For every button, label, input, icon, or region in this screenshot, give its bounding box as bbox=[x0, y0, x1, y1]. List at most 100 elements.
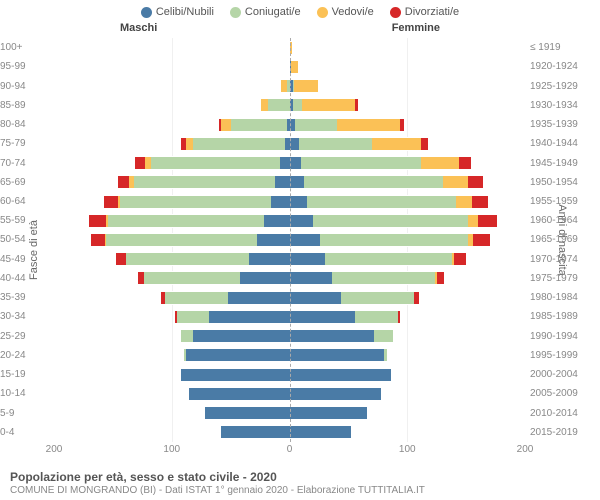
bar-segment bbox=[134, 175, 275, 189]
bar-segment bbox=[307, 195, 455, 209]
bar-segment bbox=[313, 214, 468, 228]
bar-segment bbox=[249, 252, 289, 266]
bar-segment bbox=[231, 118, 288, 132]
legend-swatch bbox=[141, 7, 152, 18]
bar-segment bbox=[209, 310, 289, 324]
legend-swatch bbox=[317, 7, 328, 18]
birth-year-label: 1975-1979 bbox=[530, 273, 600, 284]
bar-segment bbox=[221, 118, 230, 132]
bar-female bbox=[290, 137, 429, 151]
x-tick-label: 200 bbox=[517, 444, 534, 455]
birth-year-label: 1945-1949 bbox=[530, 158, 600, 169]
birth-year-label: 1950-1954 bbox=[530, 177, 600, 188]
bar-segment bbox=[301, 156, 421, 170]
bar-segment bbox=[91, 233, 105, 247]
age-label: 85-89 bbox=[0, 100, 50, 111]
bar-female bbox=[290, 98, 358, 112]
birth-year-label: 1930-1934 bbox=[530, 100, 600, 111]
age-label: 35-39 bbox=[0, 292, 50, 303]
bar-segment bbox=[144, 271, 241, 285]
bar-segment bbox=[151, 156, 281, 170]
legend-swatch bbox=[230, 7, 241, 18]
bar-male bbox=[181, 137, 289, 151]
birth-year-label: 2000-2004 bbox=[530, 369, 600, 380]
bar-segment bbox=[414, 291, 419, 305]
bar-male bbox=[138, 271, 290, 285]
x-axis: 2001000100200 bbox=[54, 444, 525, 458]
bar-segment bbox=[290, 233, 321, 247]
bar-segment bbox=[302, 98, 355, 112]
birth-year-label: 2010-2014 bbox=[530, 408, 600, 419]
bar-segment bbox=[468, 214, 477, 228]
bar-female bbox=[290, 387, 382, 401]
age-label: 30-34 bbox=[0, 311, 50, 322]
bar-female bbox=[290, 156, 471, 170]
birth-year-label: 1940-1944 bbox=[530, 138, 600, 149]
bar-segment bbox=[400, 118, 404, 132]
age-label: 55-59 bbox=[0, 215, 50, 226]
age-label: 10-14 bbox=[0, 388, 50, 399]
bar-female bbox=[290, 79, 318, 93]
bar-segment bbox=[454, 252, 466, 266]
center-axis bbox=[290, 38, 291, 442]
legend: Celibi/NubiliConiugati/eVedovi/eDivorzia… bbox=[0, 0, 600, 20]
birth-year-label: 1995-1999 bbox=[530, 350, 600, 361]
bar-segment bbox=[355, 310, 397, 324]
bar-segment bbox=[384, 348, 388, 362]
legend-label: Celibi/Nubili bbox=[156, 6, 214, 18]
bar-female bbox=[290, 233, 490, 247]
bar-segment bbox=[177, 310, 210, 324]
bar-male bbox=[103, 195, 289, 209]
bar-segment bbox=[437, 271, 444, 285]
bar-segment bbox=[189, 387, 289, 401]
legend-item: Divorziati/e bbox=[390, 6, 459, 18]
age-label: 90-94 bbox=[0, 81, 50, 92]
bar-segment bbox=[257, 233, 290, 247]
x-tick-label: 100 bbox=[163, 444, 180, 455]
bar-segment bbox=[275, 175, 289, 189]
bar-segment bbox=[193, 137, 285, 151]
bar-female bbox=[290, 348, 388, 362]
birth-year-label: 1925-1929 bbox=[530, 81, 600, 92]
bar-segment bbox=[290, 310, 356, 324]
bar-female bbox=[290, 60, 298, 74]
bar-segment bbox=[186, 348, 290, 362]
bar-segment bbox=[118, 175, 130, 189]
age-label: 20-24 bbox=[0, 350, 50, 361]
age-label: 75-79 bbox=[0, 138, 50, 149]
birth-year-label: 1920-1924 bbox=[530, 61, 600, 72]
legend-item: Celibi/Nubili bbox=[141, 6, 214, 18]
bar-segment bbox=[126, 252, 250, 266]
bar-segment bbox=[89, 214, 105, 228]
bar-segment bbox=[205, 406, 290, 420]
bar-female bbox=[290, 368, 391, 382]
bar-segment bbox=[181, 368, 289, 382]
bar-segment bbox=[468, 175, 482, 189]
bar-segment bbox=[290, 252, 325, 266]
age-label: 95-99 bbox=[0, 61, 50, 72]
bar-segment bbox=[456, 195, 472, 209]
bar-segment bbox=[291, 60, 298, 74]
bar-segment bbox=[290, 348, 384, 362]
birth-year-label: 1970-1974 bbox=[530, 254, 600, 265]
birth-year-label: 1990-1994 bbox=[530, 331, 600, 342]
bar-segment bbox=[280, 156, 289, 170]
bar-segment bbox=[264, 214, 290, 228]
bar-female bbox=[290, 291, 420, 305]
bar-segment bbox=[421, 156, 459, 170]
bar-segment bbox=[290, 368, 391, 382]
bar-segment bbox=[290, 271, 332, 285]
bar-segment bbox=[290, 214, 314, 228]
age-label: 50-54 bbox=[0, 234, 50, 245]
bar-male bbox=[189, 387, 289, 401]
birth-year-label: 1980-1984 bbox=[530, 292, 600, 303]
bar-segment bbox=[299, 137, 372, 151]
bar-segment bbox=[293, 98, 302, 112]
legend-label: Vedovi/e bbox=[332, 6, 374, 18]
age-label: 45-49 bbox=[0, 254, 50, 265]
bar-segment bbox=[106, 233, 257, 247]
bar-male bbox=[118, 175, 290, 189]
bar-segment bbox=[290, 137, 299, 151]
bar-female bbox=[290, 118, 404, 132]
bar-male bbox=[91, 233, 290, 247]
